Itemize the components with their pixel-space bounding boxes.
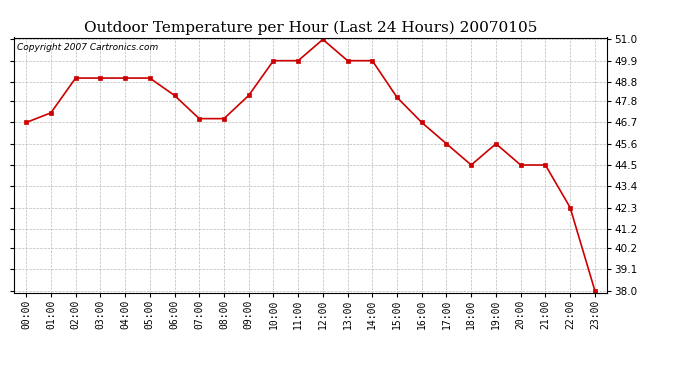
- Title: Outdoor Temperature per Hour (Last 24 Hours) 20070105: Outdoor Temperature per Hour (Last 24 Ho…: [83, 21, 538, 35]
- Text: Copyright 2007 Cartronics.com: Copyright 2007 Cartronics.com: [17, 43, 158, 52]
